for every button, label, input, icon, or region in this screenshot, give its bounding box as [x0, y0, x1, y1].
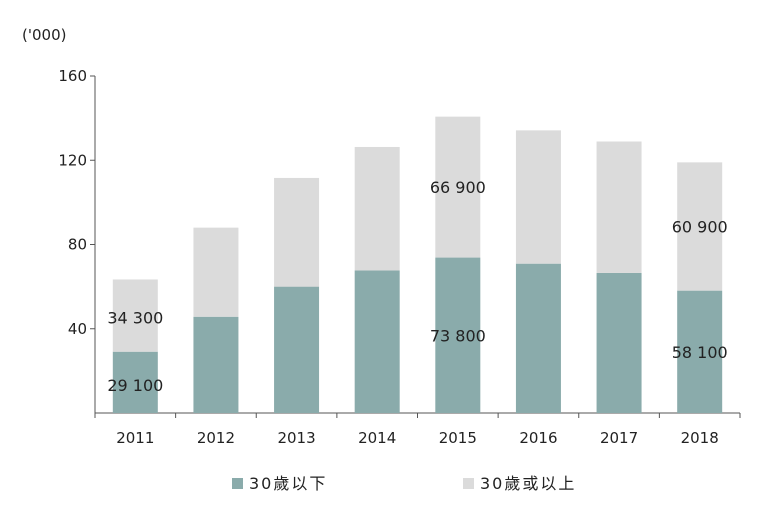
- bars: [112, 116, 723, 413]
- bar-segment-under-30: [435, 257, 481, 413]
- y-axis-unit-label: ('000): [22, 26, 66, 44]
- bar-segment-30-and-above: [677, 162, 723, 291]
- data-label: 73 800: [430, 326, 486, 345]
- x-tick-label: 2014: [358, 429, 396, 447]
- bar-segment-under-30: [274, 286, 320, 413]
- y-tick-label: 80: [68, 236, 87, 254]
- data-label: 58 100: [672, 343, 728, 362]
- legend-swatch-under-30: [232, 478, 243, 489]
- bar-segment-30-and-above: [515, 130, 561, 264]
- x-tick-label: 2015: [439, 429, 477, 447]
- x-tick-label: 2018: [681, 429, 719, 447]
- x-tick-label: 2017: [600, 429, 638, 447]
- bar-segment-30-and-above: [596, 141, 642, 273]
- data-label: 60 900: [672, 217, 728, 236]
- bar-segment-30-and-above: [435, 116, 481, 258]
- data-labels: 34 300 29 100 66 900 73 800 60 900 58 100: [107, 178, 727, 395]
- legend-label-30-and-above: 30歲或以上: [480, 474, 576, 493]
- legend: 30歲以下 30歲或以上: [232, 474, 576, 493]
- x-tick-label: 2012: [197, 429, 235, 447]
- x-tick-label: 2016: [519, 429, 557, 447]
- bar-segment-30-and-above: [112, 279, 158, 352]
- legend-swatch-30-and-above: [463, 478, 474, 489]
- tick-labels: 40 80 120 160 2011 2012 2013 2014 2015 2016 2017 20…: [58, 67, 718, 447]
- bar-segment-under-30: [193, 316, 239, 413]
- bar-segment-30-and-above: [274, 177, 320, 287]
- bar-segment-under-30: [112, 351, 158, 413]
- bar-segment-30-and-above: [193, 227, 239, 317]
- bar-segment-under-30: [354, 270, 400, 413]
- bar-segment-under-30: [677, 290, 723, 413]
- bar-segment-under-30: [596, 272, 642, 413]
- x-tick-label: 2013: [277, 429, 315, 447]
- data-label: 66 900: [430, 178, 486, 197]
- data-label: 29 100: [107, 376, 163, 395]
- y-tick-label: 120: [58, 151, 87, 169]
- x-tick-label: 2011: [116, 429, 154, 447]
- legend-label-under-30: 30歲以下: [249, 474, 327, 493]
- axes: [90, 75, 741, 418]
- bar-segment-30-and-above: [354, 146, 400, 271]
- bar-segment-under-30: [515, 263, 561, 413]
- data-label: 34 300: [107, 309, 163, 328]
- y-tick-label: 160: [58, 67, 87, 85]
- y-tick-label: 40: [68, 320, 87, 338]
